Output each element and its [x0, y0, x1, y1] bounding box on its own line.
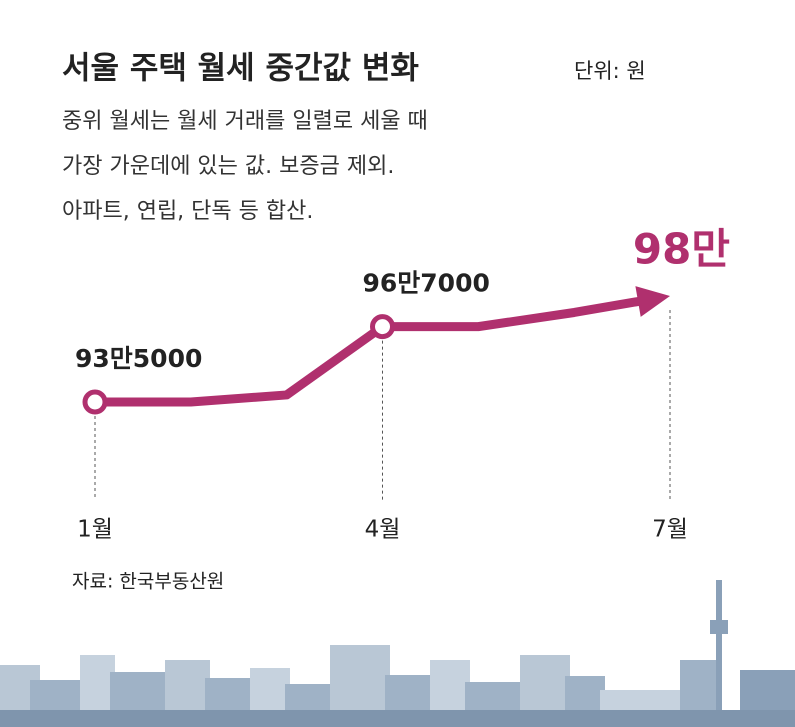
unit-label: 단위: 원 — [574, 59, 646, 83]
source: 자료: 한국부동산원 — [72, 571, 224, 593]
point-marker — [370, 314, 395, 340]
x-tick-label: 4월 — [365, 517, 401, 543]
x-tick-label: 1월 — [77, 517, 113, 543]
arrow-head — [635, 286, 670, 317]
skyline — [0, 580, 795, 727]
plot: 1월 4월 7월 93만5000 96만7000 98만 — [75, 225, 730, 543]
subtitle-line: 중위 월세는 월세 거래를 일렬로 세울 때 — [62, 109, 428, 134]
chart-title: 서울 주택 월세 중간값 변화 — [62, 51, 419, 87]
value-label: 98만 — [633, 225, 730, 274]
subtitle-line: 아파트, 연립, 단독 등 합산. — [62, 199, 313, 224]
x-tick-label: 7월 — [652, 517, 688, 543]
point-marker — [82, 389, 108, 415]
value-label: 96만7000 — [363, 269, 490, 298]
subtitle-line: 가장 가운데에 있는 값. 보증금 제외. — [62, 154, 394, 179]
value-label: 93만5000 — [75, 344, 202, 373]
